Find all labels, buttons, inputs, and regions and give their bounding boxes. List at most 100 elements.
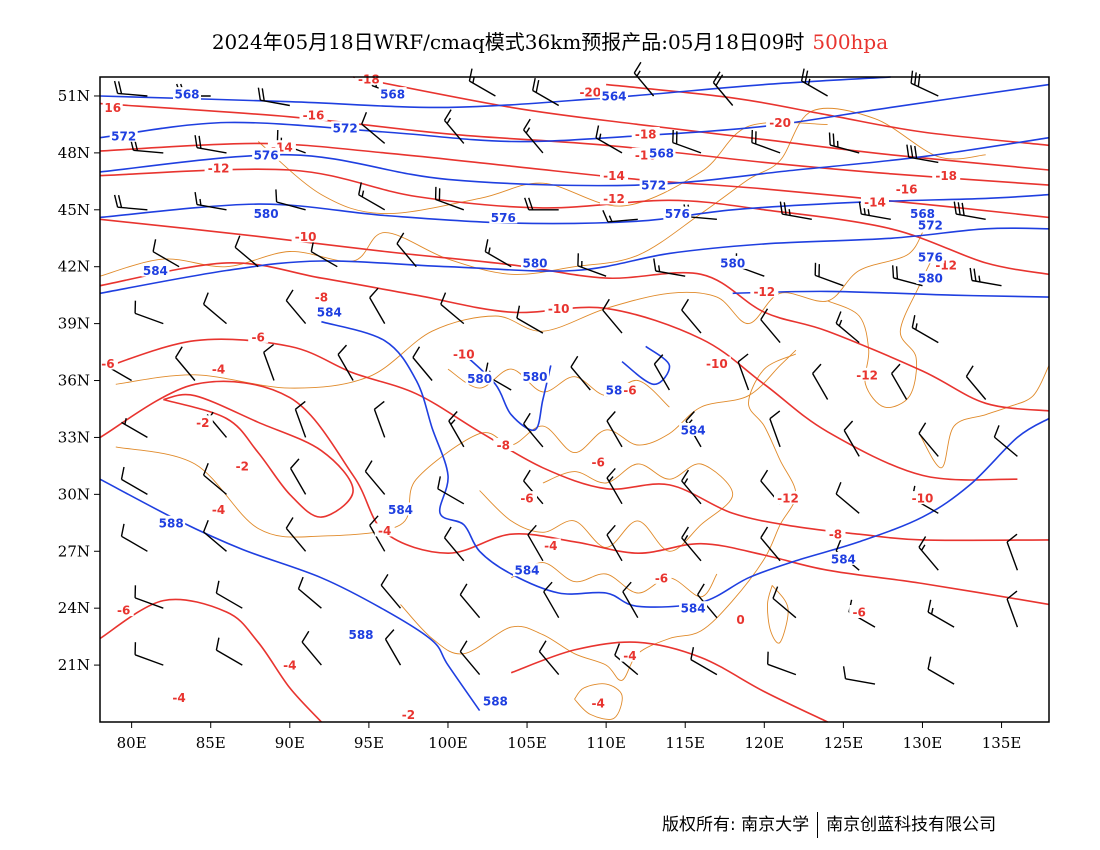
- y-tick-label: 48N: [58, 144, 90, 162]
- wind-barb: [828, 132, 860, 154]
- wind-barb-staff: [910, 82, 939, 97]
- height-label-text: 572: [111, 129, 136, 143]
- height-label: 568: [908, 206, 937, 221]
- wind-barb: [202, 519, 227, 552]
- border-line: [767, 585, 789, 644]
- wind-barb-feather: [832, 133, 835, 147]
- wind-barb-staff: [196, 147, 227, 154]
- wind-barb-staff: [595, 137, 623, 154]
- wind-barb-staff: [697, 594, 718, 619]
- border-line: [400, 353, 797, 681]
- wind-barb-feather: [448, 411, 458, 422]
- temperature-label: -10: [544, 301, 573, 316]
- wind-barb-feather: [535, 79, 540, 93]
- wind-barb-staff: [459, 594, 481, 619]
- wind-barb-staff: [117, 92, 148, 97]
- wind-barb-feather: [783, 202, 787, 215]
- temperature-label: -12: [853, 367, 882, 382]
- wind-barb-feather: [194, 135, 198, 148]
- wind-barb: [113, 194, 148, 211]
- temperature-label-text: -10: [453, 348, 475, 362]
- wind-barb-feather: [117, 195, 123, 208]
- wind-barb-half-feather: [450, 419, 456, 425]
- temperature-label-text: -4: [592, 697, 605, 711]
- wind-barb-half-feather: [598, 133, 602, 141]
- wind-barb: [358, 182, 386, 211]
- temperature-label-text: -10: [548, 302, 570, 316]
- temperature-label-bg: [517, 491, 537, 505]
- height-label-bg: [908, 206, 937, 220]
- wind-barb-feather: [957, 202, 961, 215]
- height-label-text: 572: [333, 122, 358, 136]
- wind-barb: [440, 292, 465, 325]
- x-tick-label: 115E: [665, 734, 705, 752]
- height-label-bg: [916, 218, 945, 231]
- temperature-label-bg: [208, 362, 229, 376]
- wind-barb: [194, 135, 227, 154]
- temperature-label-bg: [600, 168, 628, 182]
- wind-barb-feather: [215, 580, 220, 594]
- wind-barb-feather: [614, 643, 621, 656]
- border-lines-layer: [99, 107, 1050, 720]
- wind-barb-staff: [260, 99, 290, 107]
- border-line: [257, 121, 828, 215]
- wind-barb-feather: [892, 265, 895, 278]
- wind-barb-half-feather: [472, 76, 475, 84]
- temperature-label: -6: [113, 603, 134, 618]
- wind-barb-feather: [993, 425, 1000, 438]
- height-contour: [99, 83, 1050, 143]
- height-label-text: 588: [483, 695, 508, 709]
- temperature-label: -4: [588, 696, 609, 711]
- wind-barb-half-feather: [930, 607, 934, 615]
- wind-barb-feather: [835, 311, 842, 324]
- wind-barb-staff: [443, 119, 465, 144]
- wind-barb-staff: [263, 352, 275, 381]
- wind-barb: [285, 517, 307, 552]
- height-label-text: 584: [514, 564, 539, 578]
- wind-barb-staff: [672, 141, 702, 154]
- wind-barb-feather: [760, 469, 769, 482]
- temperature-label-bg: [932, 168, 961, 182]
- wind-barb: [175, 346, 196, 381]
- temperature-label: -4: [374, 523, 395, 538]
- y-tick-label: 21N: [58, 656, 90, 674]
- wind-barb-staff: [117, 206, 148, 211]
- temperature-label-bg: [908, 491, 937, 505]
- wind-barb-feather: [412, 346, 421, 358]
- wind-barb-feather: [215, 637, 220, 651]
- temperature-label-bg: [600, 191, 628, 205]
- wind-barb-staff: [538, 651, 560, 676]
- wind-barb-staff: [196, 203, 227, 211]
- wind-barb-staff: [681, 480, 702, 505]
- temperature-label-bg: [398, 707, 419, 721]
- temperature-contour: [606, 83, 1050, 147]
- wind-barb-staff: [890, 373, 908, 400]
- border-line: [918, 365, 1050, 469]
- wind-barb-half-feather: [525, 127, 531, 134]
- wind-barb-feather: [468, 68, 473, 82]
- height-label: 576: [663, 206, 692, 221]
- temperature-label-bg: [544, 301, 573, 315]
- wind-barb: [681, 298, 702, 334]
- height-label: 572: [109, 128, 138, 143]
- wind-barb-staff: [811, 373, 829, 400]
- temperature-label-text: -6: [252, 330, 265, 344]
- temperature-label-text: -6: [101, 357, 114, 371]
- wind-barb-feather: [175, 346, 183, 358]
- temperature-label-bg: [588, 696, 609, 709]
- x-tick-label: 120E: [745, 734, 785, 752]
- height-label: 584: [513, 563, 541, 578]
- height-label: 564: [600, 89, 628, 104]
- height-label-bg: [489, 210, 518, 224]
- wind-barb-staff: [134, 312, 164, 325]
- height-label-bg: [521, 255, 549, 269]
- map-frame: [99, 76, 1050, 723]
- wind-barb-feather: [737, 353, 749, 363]
- y-tick-label: 42N: [58, 258, 90, 276]
- wind-barb: [842, 666, 876, 685]
- temperature-contour: [163, 393, 354, 518]
- wind-barb-feather: [911, 315, 916, 328]
- wind-barb-feather: [523, 412, 531, 425]
- wind-barb-feather: [843, 420, 854, 431]
- wind-barb-staff: [216, 592, 243, 609]
